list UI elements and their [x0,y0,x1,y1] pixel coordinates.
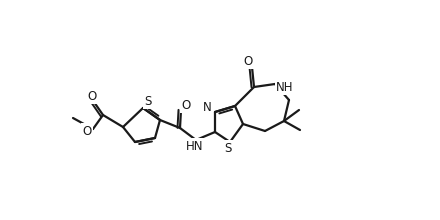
Text: HN: HN [186,139,204,152]
Text: S: S [224,141,232,154]
Text: N: N [203,101,211,114]
Text: O: O [88,90,97,103]
Text: O: O [181,99,191,112]
Text: O: O [82,125,92,138]
Text: S: S [144,95,152,108]
Text: NH: NH [276,81,294,94]
Text: O: O [243,55,253,68]
